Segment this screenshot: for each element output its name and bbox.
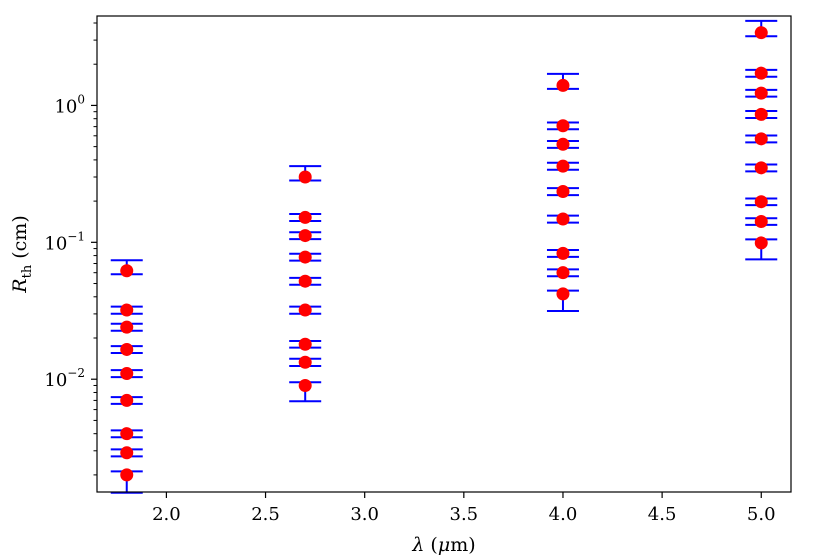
data-point	[754, 107, 768, 121]
x-tick-label: 5.0	[747, 504, 776, 525]
plot-frame	[96, 15, 792, 493]
x-axis-label: λ (μm)	[411, 534, 475, 556]
data-point	[556, 246, 570, 260]
data-point	[556, 287, 570, 301]
y-tick-label-base: 10	[44, 233, 67, 254]
data-point	[298, 250, 312, 264]
data-point	[556, 119, 570, 133]
y-axis-label-unit: (cm)	[9, 215, 31, 265]
x-tick-label: 4.5	[648, 504, 677, 525]
data-point	[120, 393, 134, 407]
data-point	[298, 274, 312, 288]
y-tick-label-exponent: −1	[67, 229, 85, 243]
y-tick-label-exponent: −2	[67, 366, 85, 380]
x-axis-label-unit-rest: m)	[450, 534, 475, 556]
data-point	[298, 355, 312, 369]
data-point	[298, 170, 312, 184]
data-point	[120, 446, 134, 460]
data-point	[556, 159, 570, 173]
data-point	[298, 303, 312, 317]
x-tick-label: 3.5	[450, 504, 479, 525]
data-point	[298, 337, 312, 351]
x-tick-label: 2.5	[251, 504, 280, 525]
y-tick-label: 10−1	[44, 229, 85, 254]
data-point	[120, 264, 134, 278]
data-point	[298, 229, 312, 243]
x-axis-label-unit-prefix: μ	[438, 534, 450, 556]
data-point	[556, 185, 570, 199]
x-axis-label-open: (	[424, 534, 437, 556]
x-tick-label: 4.0	[549, 504, 578, 525]
data-point	[556, 78, 570, 92]
data-point	[754, 132, 768, 146]
y-axis-label-subscript: th	[20, 264, 35, 278]
data-point	[120, 320, 134, 334]
y-axis-label: Rth (cm)	[9, 215, 35, 293]
data-point	[556, 266, 570, 280]
data-point	[754, 236, 768, 250]
x-axis-label-symbol: λ	[411, 534, 424, 556]
data-point	[298, 378, 312, 392]
data-point	[120, 303, 134, 317]
data-point	[754, 66, 768, 80]
x-tick-label: 3.0	[350, 504, 379, 525]
data-point	[754, 195, 768, 209]
y-tick-label-base: 10	[44, 370, 67, 391]
data-point	[754, 86, 768, 100]
data-point	[556, 137, 570, 151]
data-point	[556, 212, 570, 226]
data-point	[754, 161, 768, 175]
data-point	[120, 427, 134, 441]
y-tick-label: 100	[54, 92, 85, 117]
data-point	[120, 367, 134, 381]
data-point	[754, 214, 768, 228]
data-point	[298, 210, 312, 224]
y-axis-label-symbol: R	[9, 278, 31, 293]
y-tick-label: 10−2	[44, 366, 85, 391]
data-point	[120, 342, 134, 356]
data-point	[754, 26, 768, 40]
y-tick-label-exponent: 0	[77, 92, 85, 106]
x-tick-label: 2.0	[152, 504, 181, 525]
data-point	[120, 468, 134, 482]
y-tick-label-base: 10	[54, 96, 77, 117]
data-layer	[110, 19, 778, 494]
